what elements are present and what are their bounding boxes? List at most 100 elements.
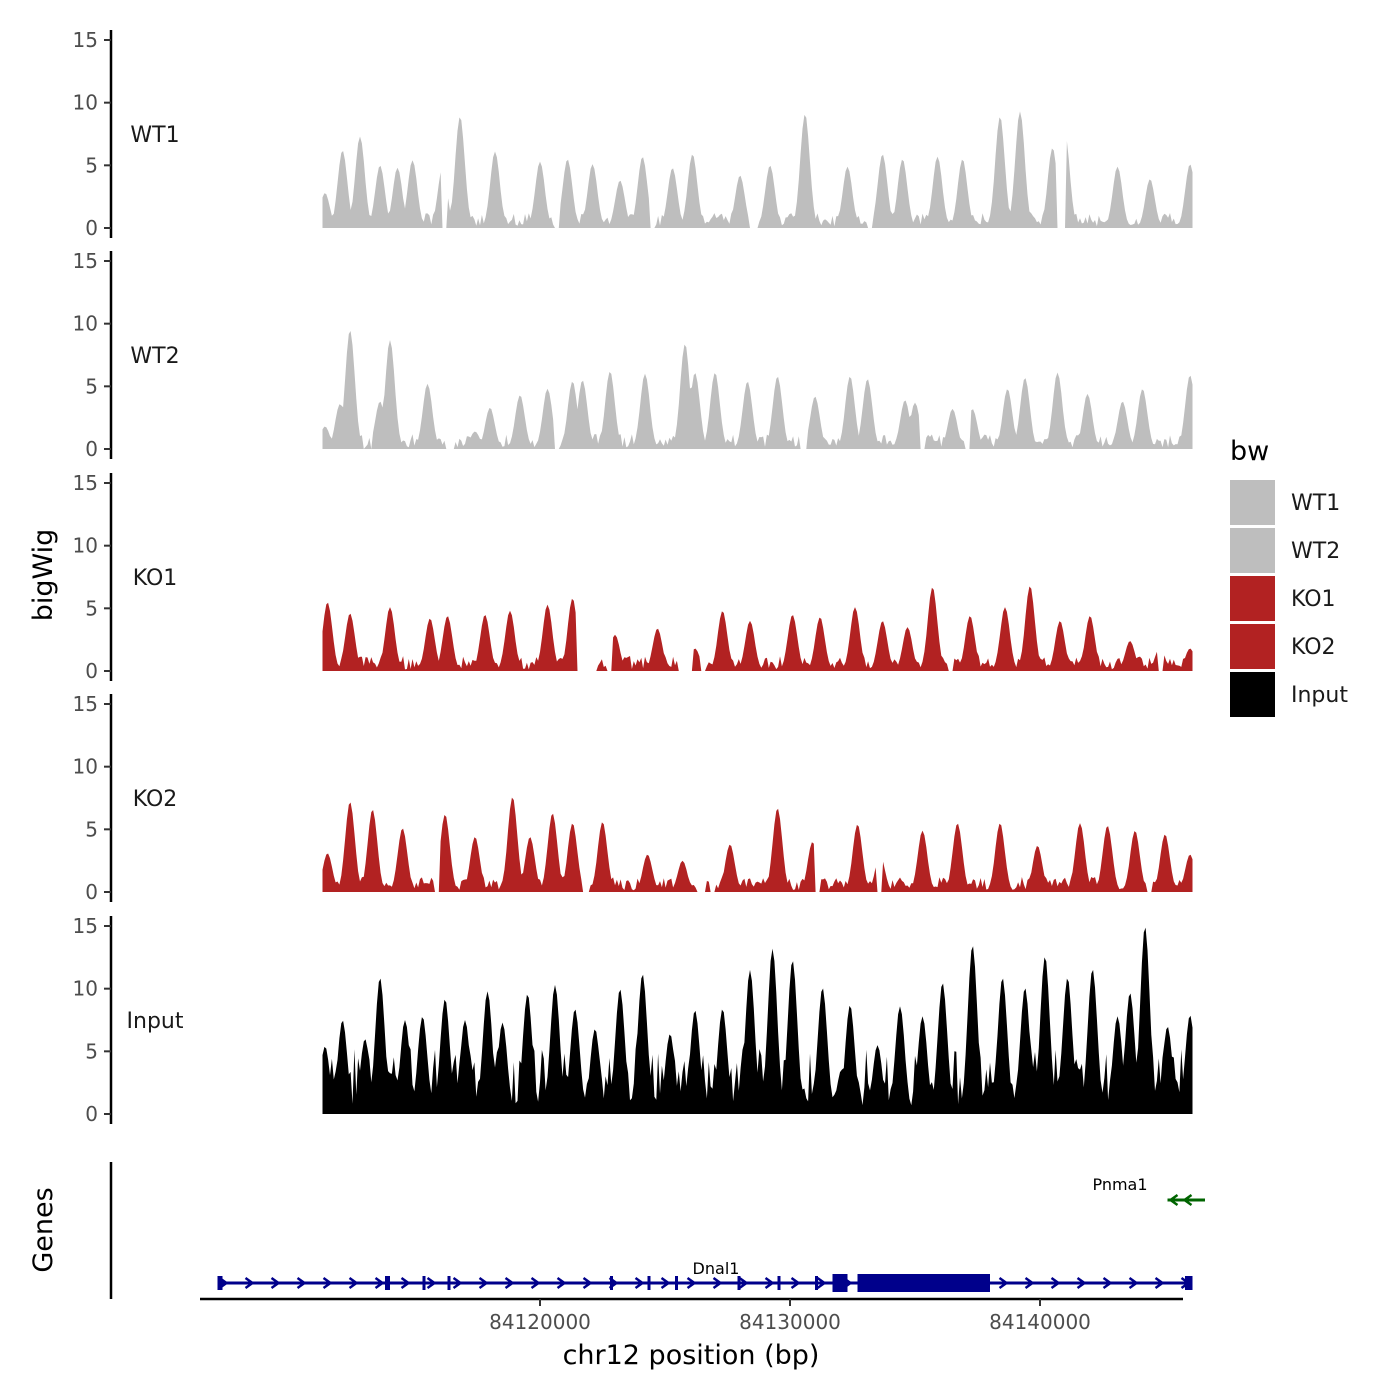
y-tick-label: 5 [85, 374, 98, 398]
strand-arrow [1128, 1276, 1139, 1290]
gene-exon [737, 1276, 741, 1290]
strand-arrow [348, 1276, 359, 1290]
gene-pnma1: Pnma1 [1092, 1175, 1205, 1207]
strand-arrow [452, 1276, 463, 1290]
coverage-area-input [322, 927, 1193, 1114]
strand-arrow [478, 1276, 489, 1290]
gene-exon [610, 1276, 613, 1290]
gene-exon [777, 1276, 781, 1290]
strand-arrow [244, 1276, 255, 1290]
gene-exon [857, 1274, 990, 1292]
strand-arrow [686, 1276, 697, 1290]
legend-label: Input [1291, 683, 1348, 708]
legend-label: WT2 [1291, 539, 1340, 564]
legend-swatch [1230, 672, 1275, 717]
y-tick-label: 10 [73, 312, 98, 336]
strand-arrow [660, 1276, 671, 1290]
track-ko1: 0 5 10 15 KO1 [73, 471, 1193, 683]
strand-arrow [582, 1276, 593, 1290]
strand-arrow [634, 1276, 645, 1290]
gene-models: Dnal1 Pnma1 [217, 1175, 1205, 1292]
strand-arrow [1102, 1276, 1113, 1290]
strand-arrow [426, 1276, 437, 1290]
x-axis-ticks: 84120000 84130000 84140000 [489, 1299, 1091, 1334]
y-tick-label: 0 [85, 880, 98, 904]
gene-exon [447, 1276, 451, 1290]
genes-panel: Genes Dnal1 Pnma1 84120000 84130000 8414000… [28, 1162, 1205, 1371]
legend-item-wt1: WT1 [1230, 480, 1340, 525]
strand-arrow [504, 1276, 515, 1290]
track-label: Input [127, 1009, 184, 1034]
x-tick-label: 84130000 [739, 1310, 841, 1334]
y-tick-label: 10 [73, 534, 98, 558]
y-tick-label: 0 [85, 216, 98, 240]
track-label: KO1 [133, 566, 178, 591]
y-tick-label: 15 [73, 692, 98, 716]
track-wt2: 0 5 10 15 WT2 [73, 249, 1193, 461]
gene-label: Dnal1 [693, 1259, 740, 1278]
y-tick-label: 15 [73, 471, 98, 495]
strand-arrow [1050, 1276, 1061, 1290]
y-tick-label: 0 [85, 659, 98, 683]
y-tick-label: 5 [85, 817, 98, 841]
strand-arrow [790, 1276, 801, 1290]
y-tick-label: 15 [73, 914, 98, 938]
legend-swatch [1230, 576, 1275, 621]
legend-item-wt2: WT2 [1230, 528, 1340, 573]
strand-arrow [764, 1276, 775, 1290]
strand-arrow [998, 1276, 1009, 1290]
gene-exon [422, 1276, 426, 1290]
strand-arrow [1168, 1193, 1179, 1207]
coverage-tracks: 0 5 10 15 WT1 0 5 10 15 WT2 0 5 10 15 KO1 0 5 10 15 KO2 0 5 10… [73, 28, 1193, 1126]
legend-label: WT1 [1291, 491, 1340, 516]
legend-item-ko1: KO1 [1230, 576, 1336, 621]
strand-arrow [296, 1276, 307, 1290]
legend-label: KO2 [1291, 635, 1336, 660]
y-tick-label: 0 [85, 437, 98, 461]
y-tick-label: 10 [73, 91, 98, 115]
gene-exon [647, 1276, 651, 1290]
y-tick-label: 5 [85, 1039, 98, 1063]
track-label: WT1 [130, 123, 179, 148]
y-tick-label: 15 [73, 28, 98, 52]
gene-exon [815, 1276, 818, 1290]
strand-arrow [1182, 1193, 1193, 1207]
strand-arrow [1076, 1276, 1087, 1290]
legend-swatch [1230, 624, 1275, 669]
y-tick-label: 10 [73, 755, 98, 779]
strand-arrow [1154, 1276, 1165, 1290]
strand-arrow [530, 1276, 541, 1290]
strand-arrow [1024, 1276, 1035, 1290]
legend-item-input: Input [1230, 672, 1348, 717]
gene-exon [217, 1276, 223, 1290]
legend-title: bw [1230, 436, 1269, 467]
coverage-area-ko1 [322, 586, 1193, 671]
gene-dnal1: Dnal1 [217, 1259, 1193, 1292]
strand-arrow [556, 1276, 567, 1290]
legend-item-ko2: KO2 [1230, 624, 1336, 669]
gene-exon [675, 1276, 678, 1290]
track-label: KO2 [133, 787, 178, 812]
coverage-area-wt1 [322, 111, 1193, 228]
y-tick-label: 10 [73, 977, 98, 1001]
gene-exon [1185, 1276, 1193, 1290]
coverage-area-ko2 [322, 797, 1193, 892]
track-label: WT2 [130, 344, 179, 369]
y-tick-label: 15 [73, 249, 98, 273]
x-axis-title: chr12 position (bp) [563, 1340, 820, 1371]
strand-arrow [322, 1276, 333, 1290]
strand-arrow [270, 1276, 281, 1290]
gene-label: Pnma1 [1092, 1175, 1147, 1194]
strand-arrow [816, 1276, 827, 1290]
y-axis-title: bigWig [28, 529, 59, 622]
legend-label: KO1 [1291, 587, 1336, 612]
legend: bw WT1 WT2 KO1 KO2 Input [1230, 436, 1348, 717]
strand-arrow [712, 1276, 723, 1290]
gene-exon [385, 1276, 390, 1290]
track-wt1: 0 5 10 15 WT1 [73, 28, 1193, 240]
strand-arrow [374, 1276, 385, 1290]
genes-axis-title: Genes [28, 1187, 59, 1272]
y-tick-label: 5 [85, 596, 98, 620]
track-input: 0 5 10 15 Input [73, 914, 1193, 1126]
